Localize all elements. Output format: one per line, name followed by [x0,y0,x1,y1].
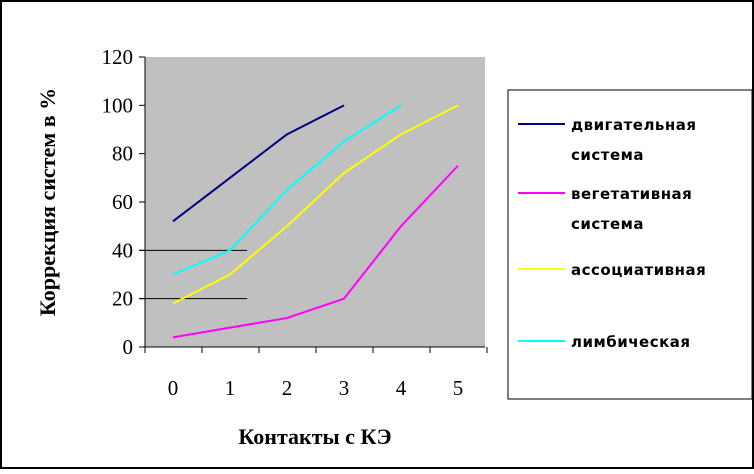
x-tick-label-2: 2 [282,376,293,400]
legend-box [507,89,753,400]
legend-label-1-0: вегетативная [571,185,692,203]
x-axis-title: Контакты с КЭ [238,424,391,449]
y-tick-labels: 0 20 40 60 80 100 120 [102,45,134,359]
axes [139,56,488,353]
legend-label-3-0: лимбическая [571,333,691,351]
y-tick-label-4: 80 [112,142,133,166]
plot-area [145,57,485,347]
legend: двигательная система вегетативная система ас… [518,116,706,351]
y-tick-label-2: 40 [112,238,133,262]
series-line-1 [172,165,459,339]
x-tick-label-5: 5 [453,376,464,400]
y-axis-title: Коррекция систем в % [35,88,60,316]
legend-label-0-0: двигательная [571,116,697,134]
legend-label-1-1: система [571,215,644,233]
y-tick-label-0: 0 [123,335,134,359]
x-tick-label-4: 4 [396,376,407,400]
series-line-0 [172,104,345,223]
legend-label-0-1: система [571,146,644,164]
y-tick-label-1: 20 [112,287,133,311]
series-lines [172,104,459,339]
x-tick-label-0: 0 [168,376,179,400]
y-tick-label-3: 60 [112,190,133,214]
legend-label-2-0: ассоциативная [571,261,706,279]
x-tick-labels: 0 1 2 3 4 5 [168,376,464,400]
series-line-2 [172,104,459,305]
y-tick-label-5: 100 [102,93,134,117]
series-line-3 [172,104,402,276]
x-tick-label-3: 3 [339,376,350,400]
x-tick-label-1: 1 [225,376,236,400]
y-tick-label-6: 120 [102,45,134,69]
